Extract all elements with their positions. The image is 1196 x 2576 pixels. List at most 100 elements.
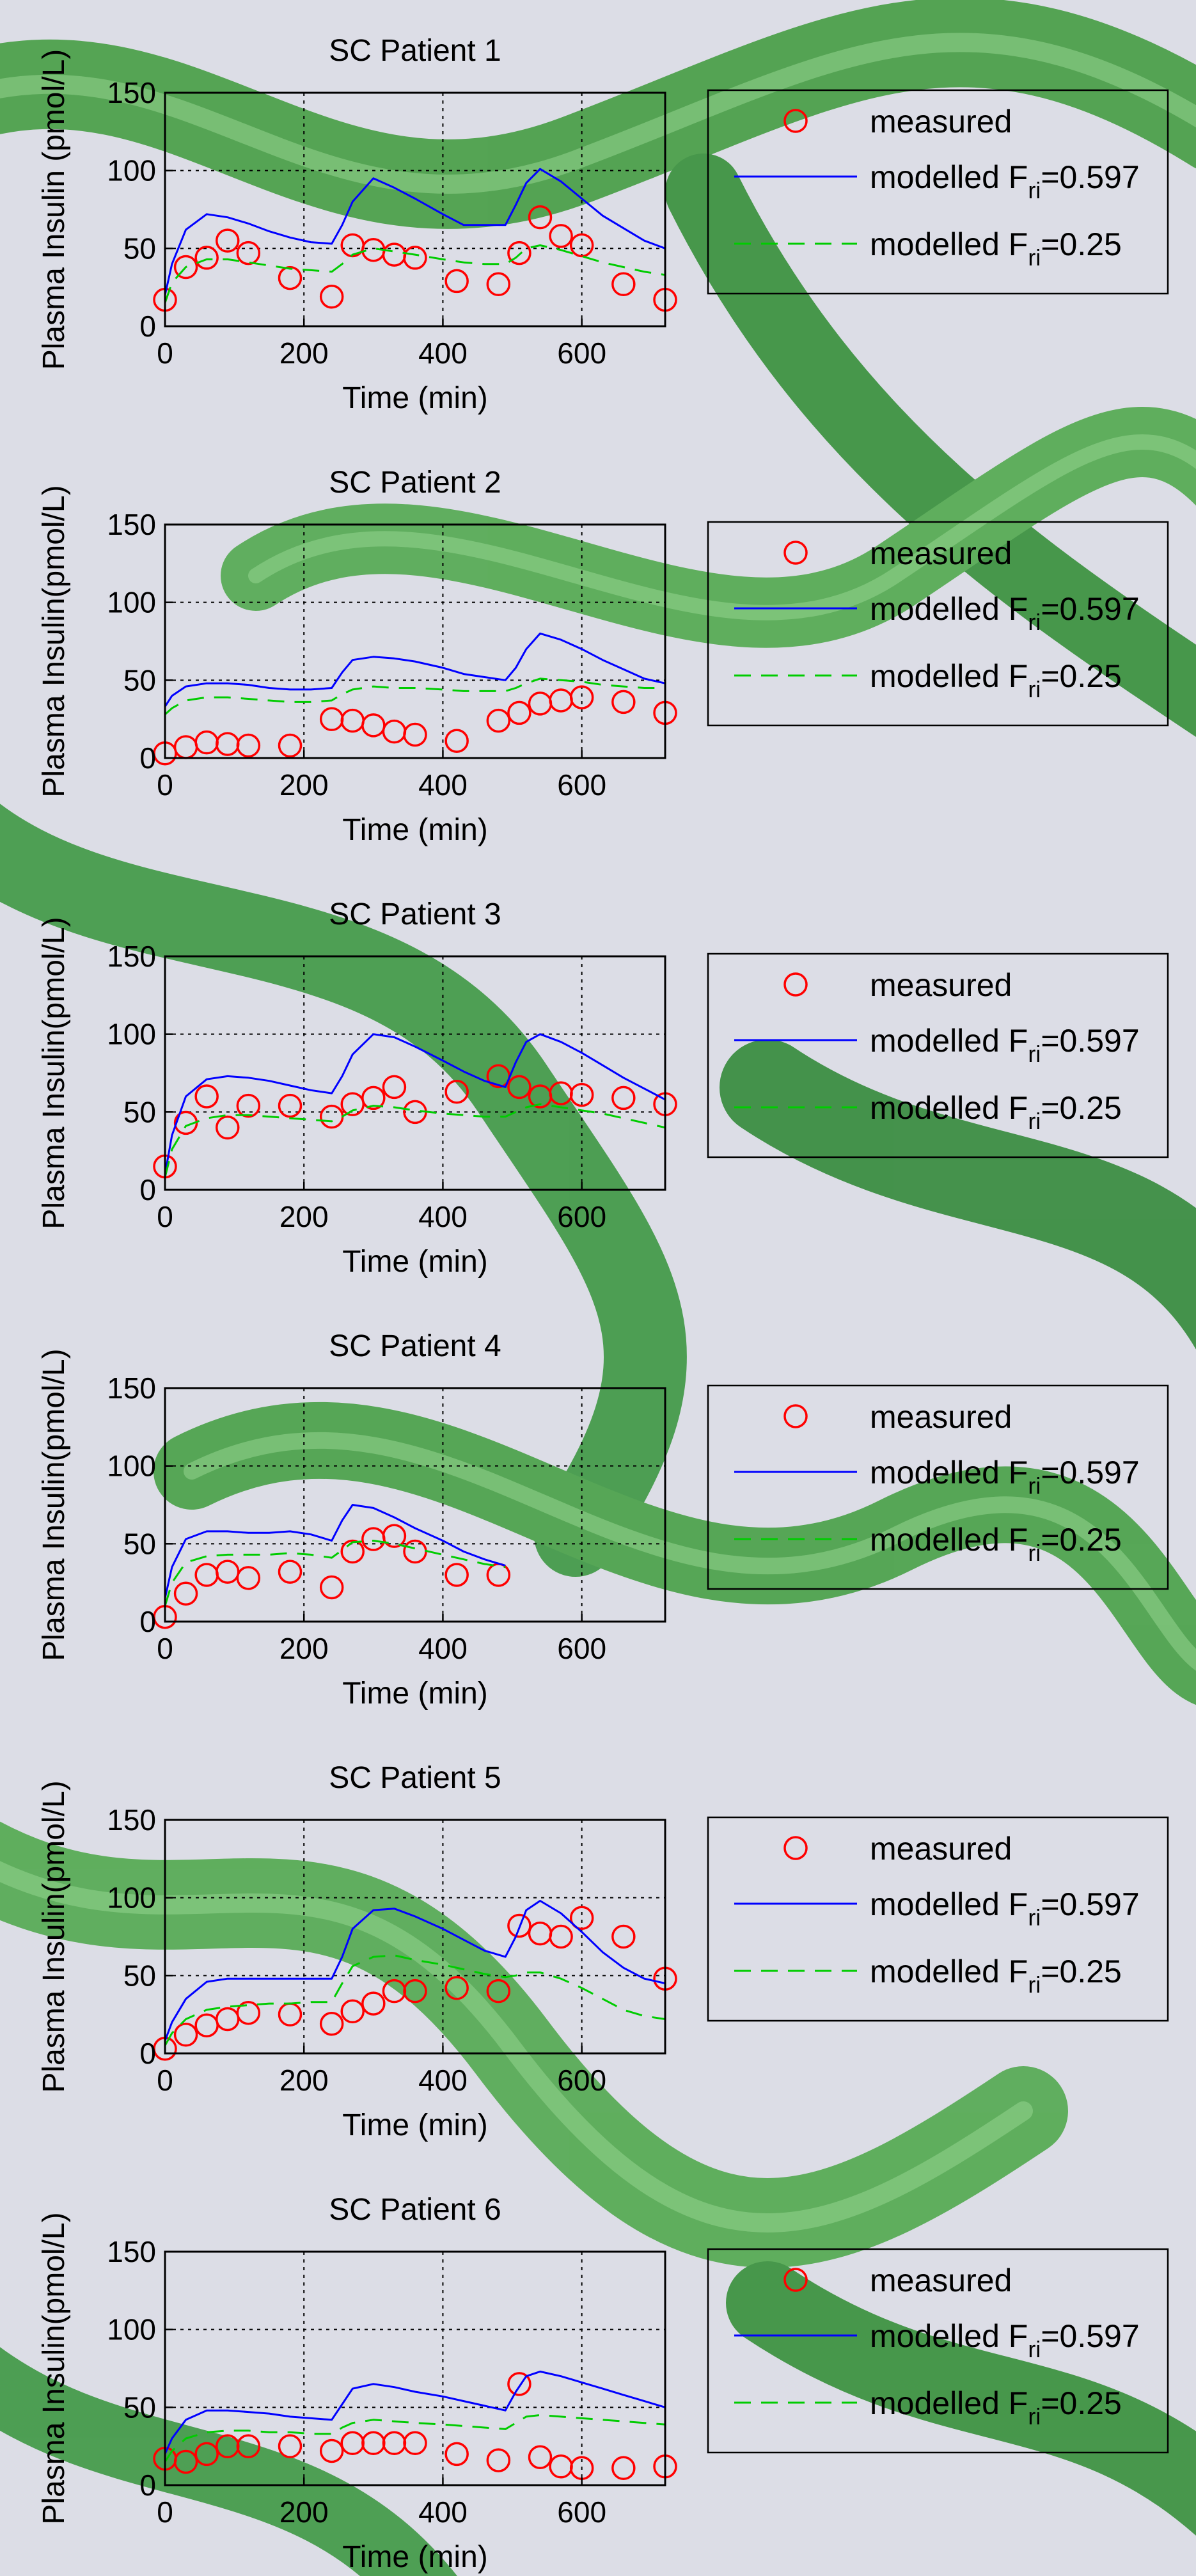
data-point-measured: [361, 2431, 386, 2456]
series-line-modelled-0597: [164, 2370, 666, 2454]
legend-label-modelled-025: modelled Fri=0.25: [870, 658, 1122, 702]
data-point-measured: [382, 1979, 407, 2003]
y-tick-label: 50: [123, 1527, 156, 1560]
legend: measured modelled Fri=0.597 modelled Fri=0…: [707, 1384, 1169, 1590]
data-point-measured: [486, 1979, 511, 2003]
legend-label-modelled-025: modelled Fri=0.25: [870, 1522, 1122, 1566]
data-point-measured: [507, 241, 531, 265]
series-line-modelled-025: [164, 1954, 666, 2046]
chart-title: SC Patient 3: [329, 897, 501, 931]
data-point-measured: [445, 1079, 469, 1104]
chart-panel-2: SC Patient 2 0 200 400 600 0 50 100 150 Time (min…: [37, 466, 1169, 847]
y-tick-label: 150: [107, 2235, 156, 2268]
x-tick-label: 400: [418, 336, 468, 370]
data-point-measured: [403, 246, 427, 270]
legend: measured modelled Fri=0.597 modelled Fri=0…: [707, 2248, 1169, 2454]
data-point-measured: [569, 1906, 594, 1931]
legend-label-measured: measured: [870, 535, 1012, 571]
data-point-measured: [340, 708, 365, 733]
data-point-measured: [194, 2442, 219, 2467]
data-point-measured: [382, 1075, 407, 1100]
x-tick-label: 400: [418, 1632, 468, 1665]
data-point-measured: [278, 265, 303, 290]
x-tick-label: 600: [557, 1632, 606, 1665]
chart-panel-1: SC Patient 1 0 200 400 600 0 50 100 150 Time (min…: [37, 34, 1169, 415]
axes-box: [164, 91, 666, 328]
data-point-measured: [319, 707, 344, 731]
legend-marker-measured: [783, 541, 808, 565]
y-tick-label: 100: [107, 1018, 156, 1051]
legend-label-modelled-0597: modelled Fri=0.597: [870, 1455, 1140, 1499]
data-point-measured: [278, 2002, 303, 2027]
data-point-measured: [216, 2007, 240, 2032]
legend-marker-measured: [783, 1404, 808, 1428]
x-tick-label: 0: [157, 2495, 173, 2529]
data-point-measured: [236, 1566, 261, 1590]
y-tick-label: 0: [139, 741, 156, 775]
legend-label-modelled-0597: modelled Fri=0.597: [870, 591, 1140, 635]
legend-label-measured: measured: [870, 1831, 1012, 1867]
x-axis-label: Time (min): [342, 1677, 488, 1711]
legend-box: [707, 1816, 1169, 2022]
data-point-measured: [194, 246, 219, 270]
x-tick-label: 400: [418, 768, 468, 802]
data-point-measured: [403, 1539, 427, 1564]
data-point-measured: [403, 1979, 427, 2003]
data-point-measured: [194, 730, 219, 755]
data-point-measured: [236, 2000, 261, 2025]
y-axis-label: Plasma Insulin (pmol/L): [37, 49, 71, 370]
legend-box: [707, 89, 1169, 295]
data-point-measured: [611, 272, 636, 297]
x-tick-label: 0: [157, 2064, 173, 2097]
data-point-measured: [361, 713, 386, 738]
y-tick-label: 100: [107, 154, 156, 187]
data-point-measured: [361, 1527, 386, 1551]
data-point-measured: [173, 1581, 198, 1606]
x-tick-label: 600: [557, 336, 606, 370]
chart-panel-5: SC Patient 5 0 200 400 600 0 50 100 150 Time (min…: [37, 1761, 1169, 2142]
data-point-measured: [445, 729, 469, 753]
x-tick-label: 200: [279, 2064, 329, 2097]
data-point-measured: [611, 1924, 636, 1949]
chart-panel-6: SC Patient 6 0 200 400 600 0 50 100 150 Time (min…: [37, 2193, 1169, 2574]
x-tick-label: 600: [557, 1200, 606, 1233]
data-point-measured: [319, 1575, 344, 1600]
legend-box: [707, 2248, 1169, 2454]
data-point-measured: [507, 700, 531, 725]
series-line-modelled-0597: [164, 1033, 666, 1174]
legend-box: [707, 521, 1169, 727]
data-point-measured: [528, 205, 553, 230]
x-tick-label: 200: [279, 768, 329, 802]
data-point-measured: [549, 1081, 573, 1105]
axes-box: [164, 1387, 666, 1623]
data-point-measured: [340, 1539, 365, 1564]
y-axis-label: Plasma Insulin(pmol/L): [37, 917, 71, 1229]
legend-label-modelled-0597: modelled Fri=0.597: [870, 2318, 1140, 2362]
data-point-measured: [528, 1921, 553, 1946]
legend-marker-measured: [783, 1836, 808, 1860]
series-line-modelled-0597: [164, 168, 666, 296]
x-tick-label: 600: [557, 2064, 606, 2097]
data-point-measured: [486, 708, 511, 733]
y-tick-label: 50: [123, 1959, 156, 1992]
y-tick-label: 150: [107, 508, 156, 541]
data-point-measured: [569, 685, 594, 709]
y-axis-label: Plasma Insulin(pmol/L): [37, 2212, 71, 2524]
data-point-measured: [173, 2023, 198, 2047]
axes-box: [164, 2250, 666, 2486]
plot-area: [165, 2252, 665, 2485]
chart-panel-3: SC Patient 3 0 200 400 600 0 50 100 150 Time (min…: [37, 897, 1169, 1279]
chart-title: SC Patient 1: [329, 34, 501, 68]
data-point-measured: [361, 1991, 386, 2016]
data-point-measured: [382, 719, 407, 744]
data-point-measured: [173, 735, 198, 759]
data-point-measured: [403, 2431, 427, 2456]
data-point-measured: [319, 2012, 344, 2036]
plot-area: [165, 956, 665, 1190]
data-point-measured: [236, 733, 261, 758]
data-point-measured: [382, 1524, 407, 1548]
data-point-measured: [319, 2438, 344, 2463]
x-axis-label: Time (min): [342, 1245, 488, 1279]
x-axis-label: Time (min): [342, 2540, 488, 2574]
data-point-measured: [445, 2442, 469, 2467]
